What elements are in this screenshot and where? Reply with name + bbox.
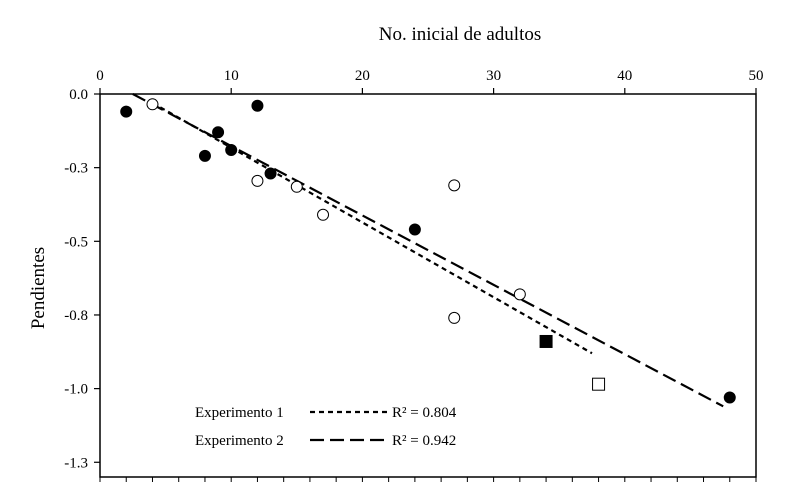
- y-tick-label: -0.8: [64, 308, 88, 324]
- data-point-open-circle: [448, 179, 461, 192]
- y-tick-label: -0.5: [64, 234, 88, 250]
- legend-label: Experimento 2: [195, 433, 284, 449]
- x-axis-ticks: 0 10 20 30 40 50: [96, 68, 764, 482]
- data-point-filled-circle: [120, 105, 133, 118]
- y-tick-label: -0.3: [64, 161, 88, 177]
- y-tick-label: 0.0: [69, 87, 88, 103]
- data-point-open-circle: [290, 180, 303, 193]
- data-point-filled-circle: [251, 99, 264, 112]
- y-tick-label: -1.3: [64, 455, 88, 471]
- y-axis-title: Pendientes: [28, 247, 49, 329]
- data-point-filled-circle: [264, 167, 277, 180]
- legend-label: Experimento 1: [195, 405, 284, 421]
- data-point-filled-circle: [212, 126, 225, 139]
- plot-frame: [99, 93, 757, 478]
- plot-border: [99, 93, 757, 478]
- x-tick-label: 20: [355, 68, 370, 84]
- data-point-filled-circle: [723, 391, 736, 404]
- data-point-filled-circle: [225, 143, 238, 156]
- data-markers: [120, 98, 736, 404]
- data-point-open-circle: [513, 288, 526, 301]
- x-tick-label: 40: [617, 68, 632, 84]
- data-point-open-circle: [317, 208, 330, 221]
- y-tick-label: -1.0: [64, 382, 88, 398]
- y-axis-ticks: 0.0 -0.3 -0.5 -0.8 -1.0 -1.3: [64, 87, 100, 471]
- x-tick-label: 10: [224, 68, 239, 84]
- data-point-open-square: [592, 377, 606, 391]
- data-point-filled-circle: [408, 223, 421, 236]
- legend: Experimento 1 R² = 0.804 Experimento 2 R² =…: [195, 405, 457, 449]
- legend-r2: R² = 0.804: [392, 405, 457, 421]
- data-point-filled-circle: [198, 149, 211, 162]
- x-tick-label: 0: [96, 68, 104, 84]
- data-point-filled-square: [539, 334, 553, 348]
- trendline-1: [151, 101, 593, 355]
- x-tick-label: 50: [749, 68, 764, 84]
- data-point-open-circle: [251, 174, 264, 187]
- legend-r2: R² = 0.942: [392, 433, 456, 449]
- x-tick-label: 30: [486, 68, 501, 84]
- data-point-open-circle: [146, 98, 159, 111]
- x-axis-title: No. inicial de adultos: [379, 24, 542, 45]
- data-point-open-circle: [448, 311, 461, 324]
